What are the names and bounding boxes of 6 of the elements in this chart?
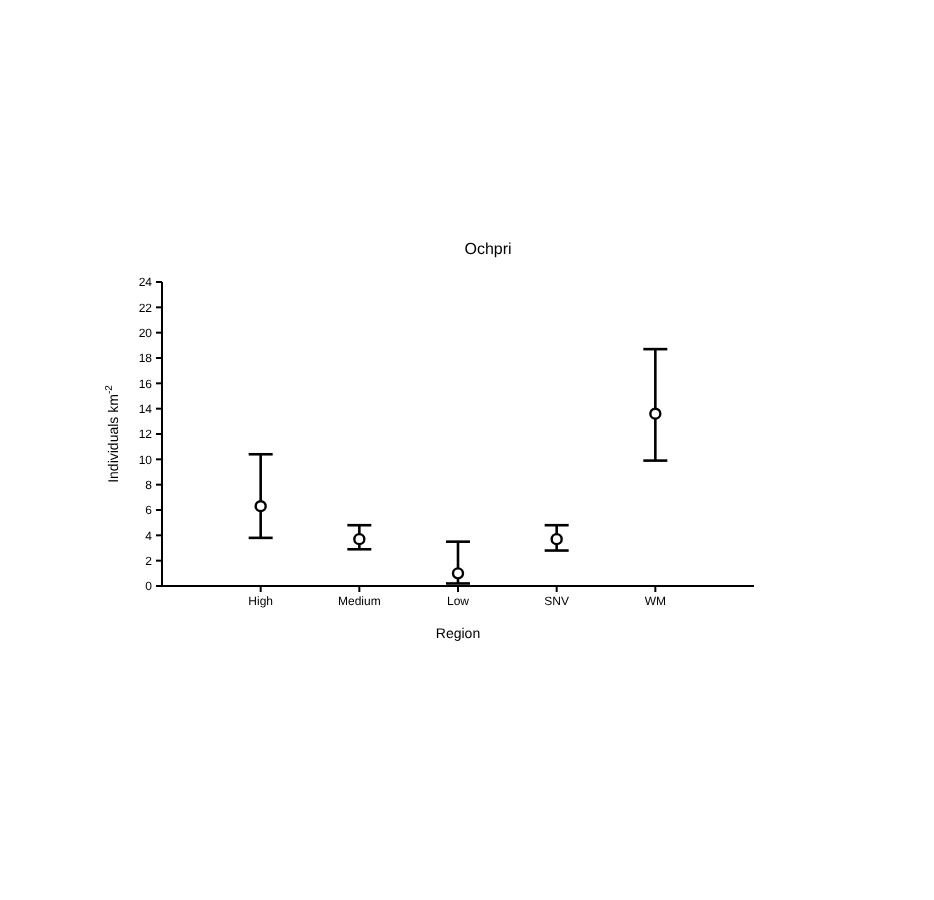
point [254,500,267,513]
chart-title: Ochpri [462,240,514,258]
point [649,407,662,420]
point [550,532,563,546]
point [353,532,366,546]
point [451,567,465,580]
